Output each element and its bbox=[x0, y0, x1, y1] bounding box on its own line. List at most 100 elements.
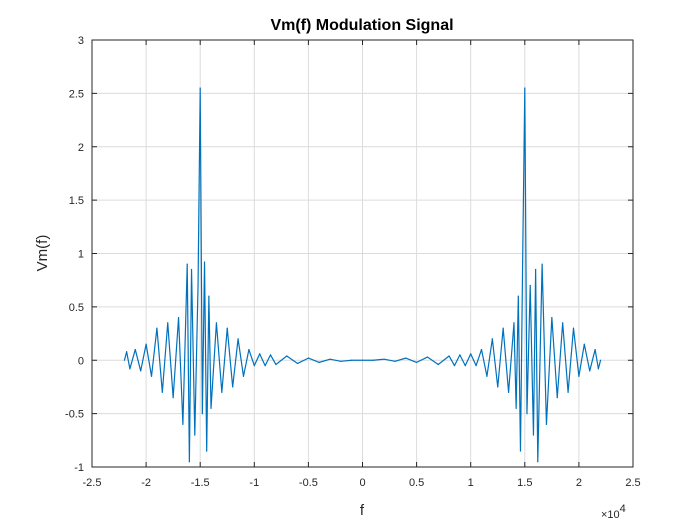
data-point bbox=[383, 358, 385, 360]
x-tick-label: -1 bbox=[249, 477, 259, 489]
data-point bbox=[507, 391, 510, 393]
x-tick-label: 2.5 bbox=[625, 477, 640, 489]
data-point bbox=[405, 357, 407, 359]
data-point bbox=[197, 284, 199, 287]
x-tick-label: -0.5 bbox=[299, 477, 318, 489]
data-point bbox=[201, 413, 203, 415]
data-point bbox=[448, 355, 450, 357]
data-point bbox=[486, 375, 488, 377]
data-point bbox=[206, 450, 208, 452]
data-point bbox=[253, 364, 255, 367]
data-point bbox=[459, 354, 461, 356]
data-point bbox=[426, 356, 429, 358]
data-point bbox=[210, 407, 212, 409]
data-point bbox=[522, 261, 524, 263]
y-tick-label: 1.5 bbox=[69, 195, 84, 207]
y-axis-label: Vm(f) bbox=[34, 235, 51, 272]
axis-ticks: -2.5 -2 -1.5 -1 -0.5 0 0.5 1 1.5 2 2.5 -1 -0.5 0 0.5 1 1… bbox=[65, 35, 641, 489]
data-point bbox=[296, 362, 299, 365]
data-point bbox=[597, 368, 599, 370]
data-point bbox=[134, 348, 136, 351]
data-point bbox=[188, 461, 190, 463]
data-point bbox=[532, 434, 535, 436]
data-point bbox=[215, 322, 218, 324]
data-point bbox=[416, 361, 418, 363]
x-tick-label: 1 bbox=[468, 477, 474, 489]
x-axis-multiplier: ×104 bbox=[601, 503, 626, 521]
y-tick-label: 0.5 bbox=[69, 302, 84, 314]
data-point bbox=[515, 407, 517, 409]
data-point bbox=[140, 370, 142, 372]
data-point bbox=[537, 461, 539, 463]
y-tick-label: -1 bbox=[74, 462, 84, 474]
data-point bbox=[517, 295, 519, 297]
y-tick-label: 1 bbox=[78, 249, 84, 261]
data-point bbox=[567, 391, 569, 393]
data-point bbox=[453, 364, 456, 367]
data-point bbox=[372, 359, 374, 361]
y-tick-label: 2 bbox=[78, 142, 84, 154]
data-point bbox=[351, 359, 353, 361]
x-tick-label: -2.5 bbox=[83, 477, 102, 489]
plot-area bbox=[123, 87, 602, 463]
data-point bbox=[594, 348, 596, 351]
data-point bbox=[599, 359, 602, 361]
data-point bbox=[208, 295, 210, 297]
data-point bbox=[583, 343, 585, 345]
data-point bbox=[123, 359, 126, 361]
data-point bbox=[156, 327, 158, 329]
y-tick-label: 3 bbox=[78, 35, 84, 47]
data-point bbox=[242, 375, 245, 377]
data-point bbox=[318, 361, 320, 363]
data-point bbox=[232, 386, 234, 388]
data-point bbox=[161, 391, 163, 393]
x-tick-label: -2 bbox=[141, 477, 151, 489]
data-point bbox=[221, 391, 223, 393]
data-point bbox=[275, 363, 277, 366]
data-point bbox=[502, 327, 504, 329]
data-point bbox=[437, 363, 439, 366]
data-point bbox=[167, 322, 169, 324]
data-point bbox=[464, 364, 466, 367]
data-point bbox=[562, 322, 564, 324]
data-point bbox=[535, 268, 537, 271]
y-tick-label: 0 bbox=[78, 355, 84, 367]
data-point bbox=[526, 413, 528, 415]
y-tick-label: 2.5 bbox=[69, 88, 84, 100]
data-point bbox=[190, 268, 193, 271]
data-point bbox=[572, 327, 575, 329]
x-axis-label: f bbox=[360, 502, 365, 519]
data-point bbox=[129, 368, 131, 370]
data-point bbox=[199, 87, 201, 89]
data-point bbox=[182, 423, 184, 425]
data-point bbox=[194, 434, 196, 436]
data-point bbox=[589, 370, 591, 372]
data-point bbox=[307, 357, 309, 359]
data-point bbox=[186, 263, 188, 265]
data-point bbox=[150, 375, 153, 377]
x-axis-multiplier-base: ×10 bbox=[601, 509, 620, 521]
data-point bbox=[475, 364, 477, 367]
data-point bbox=[177, 316, 180, 319]
data-point bbox=[519, 450, 522, 452]
data-point bbox=[259, 353, 261, 355]
data-point bbox=[340, 360, 342, 362]
x-axis-multiplier-exponent: 4 bbox=[620, 503, 626, 515]
data-point bbox=[524, 87, 526, 89]
data-point bbox=[361, 359, 364, 361]
data-point bbox=[497, 386, 499, 388]
x-tick-label: 0 bbox=[359, 477, 365, 489]
chart-title: Vm(f) Modulation Signal bbox=[270, 17, 453, 34]
data-point bbox=[545, 423, 548, 425]
data-point bbox=[480, 348, 483, 351]
data-point bbox=[578, 375, 580, 377]
data-point bbox=[269, 354, 272, 356]
data-point bbox=[126, 351, 128, 353]
data-point bbox=[541, 263, 543, 265]
data-point bbox=[248, 348, 250, 351]
data-point bbox=[394, 360, 396, 362]
x-tick-label: 1.5 bbox=[517, 477, 532, 489]
data-point bbox=[529, 284, 531, 287]
data-point bbox=[172, 397, 174, 399]
